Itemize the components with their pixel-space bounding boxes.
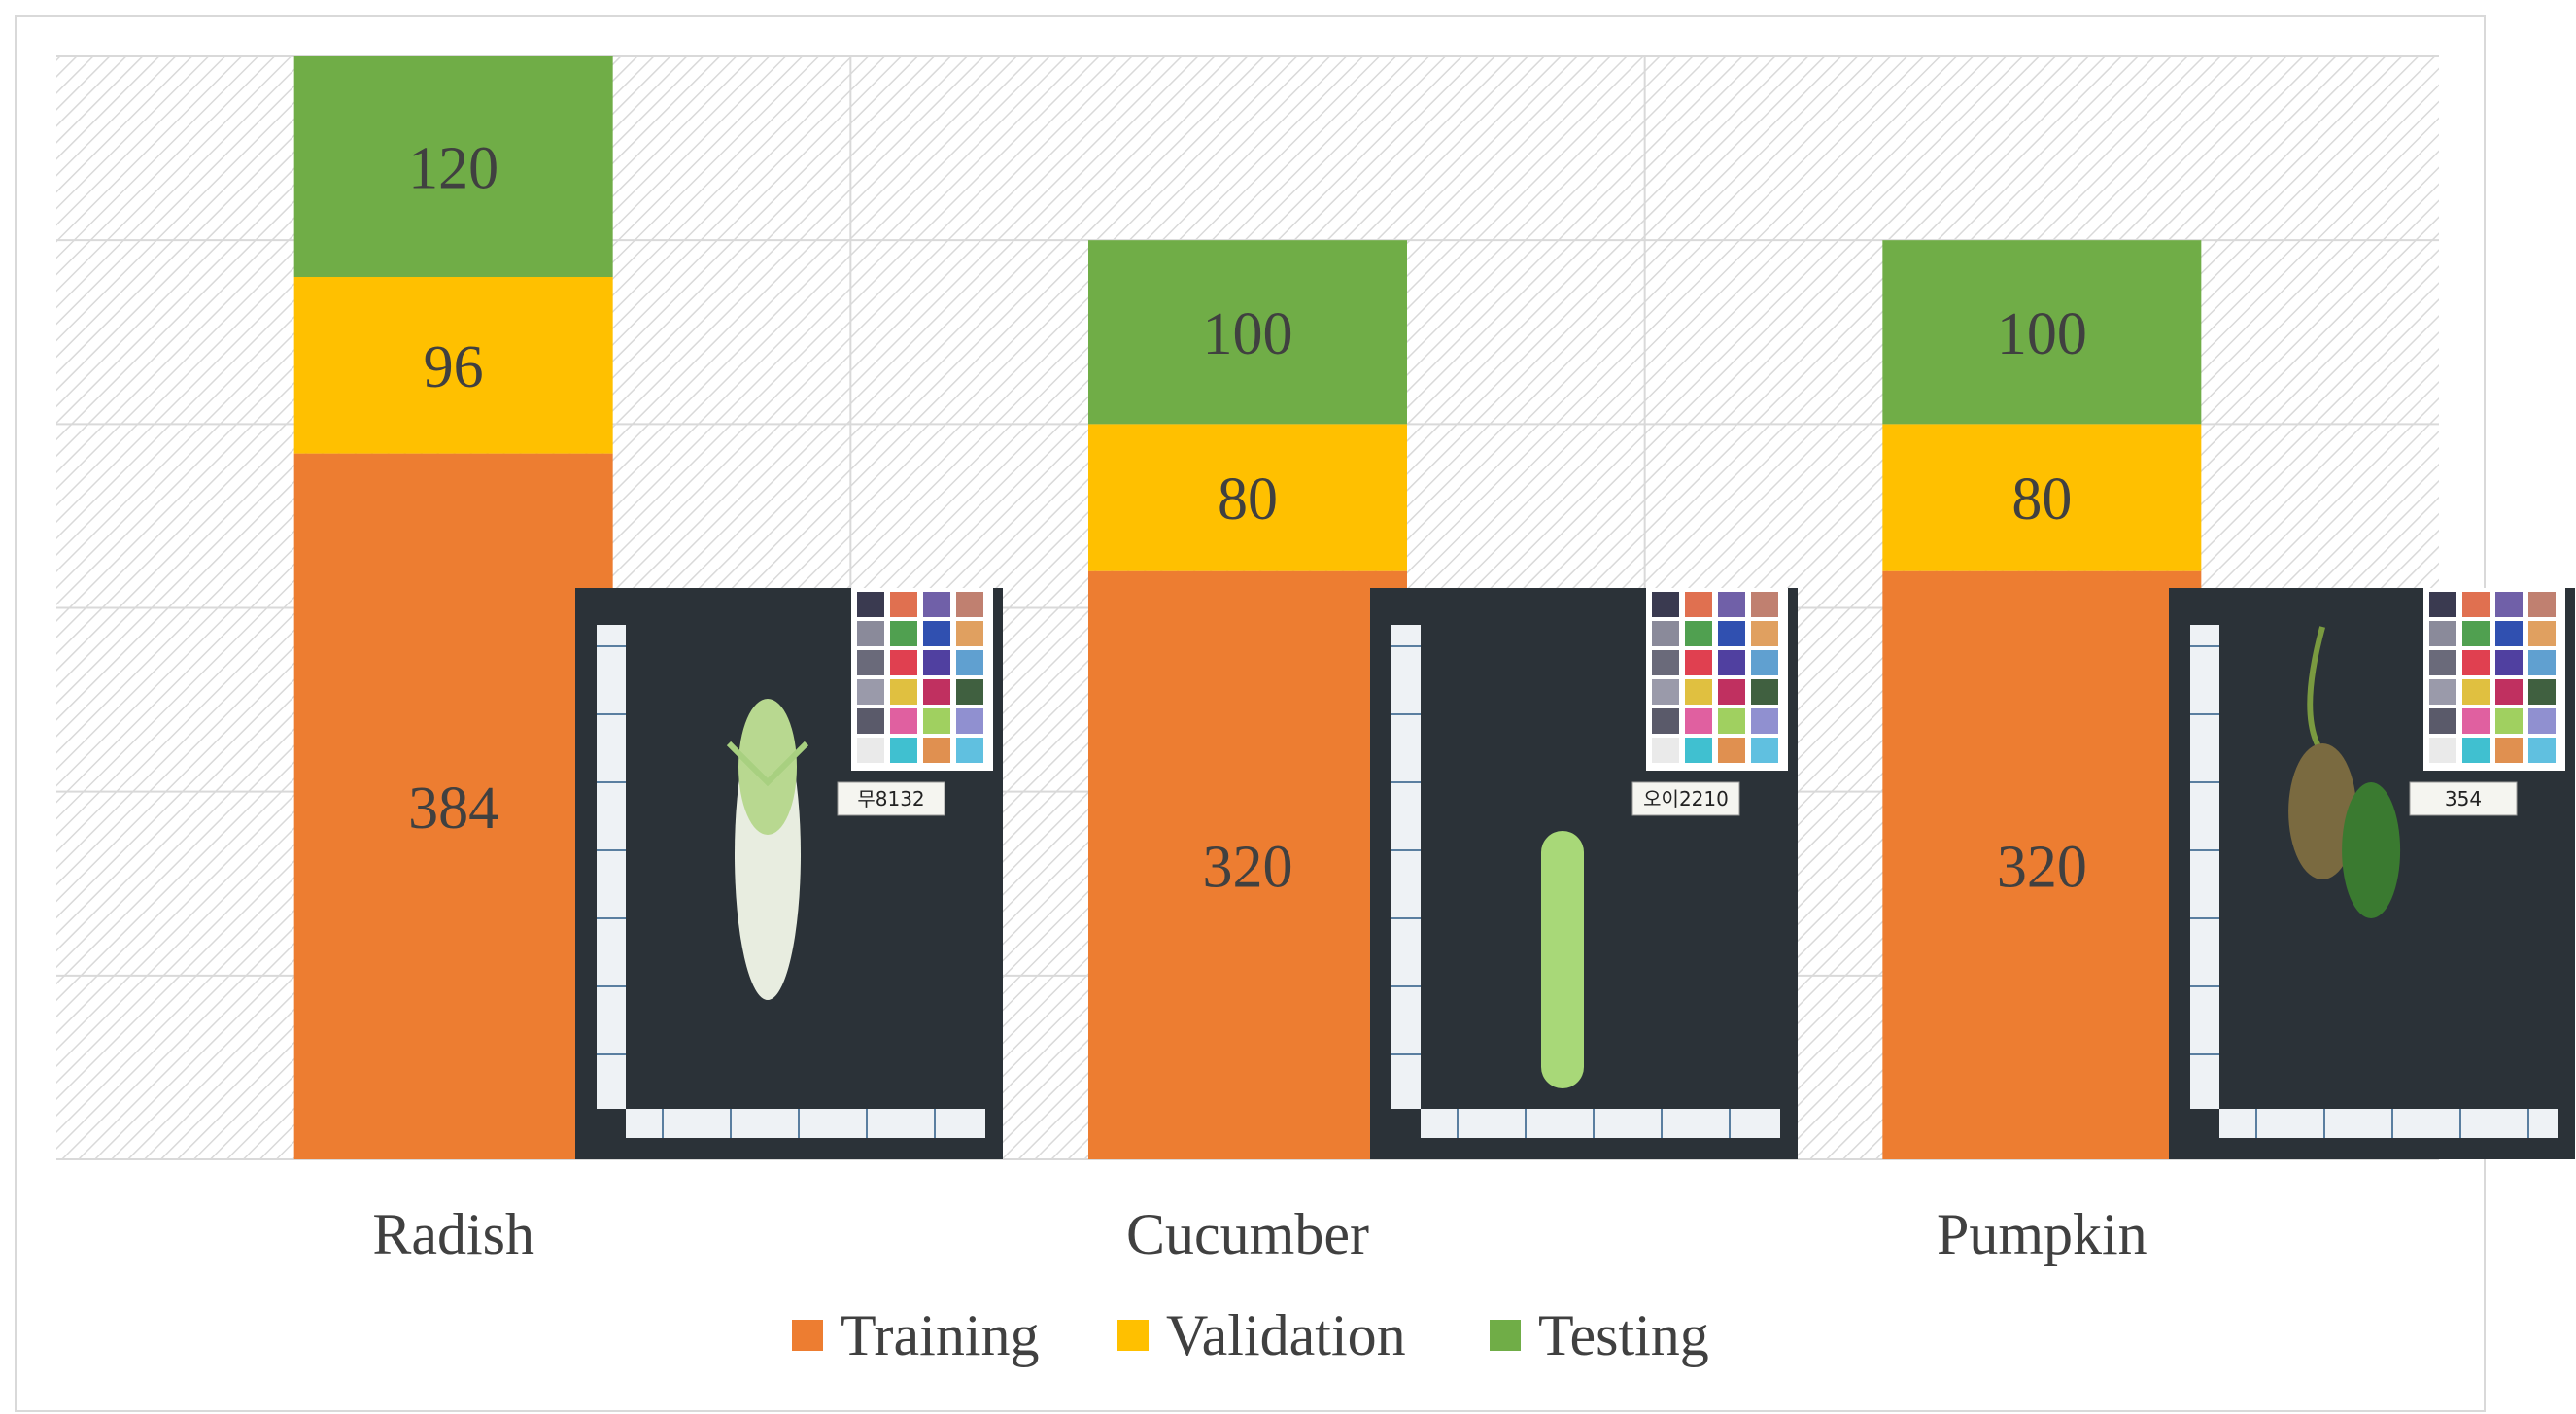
- radish-photo: 무8132: [575, 588, 1003, 1159]
- bar-segment-validation: [293, 277, 613, 454]
- bar-segment-testing: [293, 56, 613, 277]
- data-label: 100: [1203, 301, 1293, 367]
- legend-swatch-training: [792, 1320, 823, 1351]
- x-tick-label: Radish: [372, 1202, 534, 1266]
- legend-label-validation: Validation: [1166, 1303, 1406, 1367]
- data-label: 320: [1203, 834, 1293, 900]
- legend-label-testing: Testing: [1538, 1303, 1709, 1367]
- board-label: 무8132: [857, 787, 924, 810]
- bar-segment-validation: [1088, 424, 1407, 571]
- board-label: 오이2210: [1643, 787, 1729, 810]
- pumpkin-photo: 354: [2169, 588, 2575, 1159]
- data-label: 96: [424, 334, 484, 400]
- data-label: 120: [408, 136, 498, 202]
- data-label: 320: [1997, 834, 2087, 900]
- bar-segment-testing: [1088, 240, 1407, 425]
- legend-swatch-testing: [1490, 1320, 1521, 1351]
- board-label: 354: [2445, 787, 2482, 810]
- bar-segment-training: [1882, 570, 2202, 1159]
- data-label: 80: [2011, 466, 2072, 533]
- data-label: 100: [1997, 301, 2087, 367]
- legend-label-training: Training: [841, 1303, 1040, 1367]
- bar-segment-validation: [1882, 424, 2202, 571]
- legend-swatch-validation: [1117, 1320, 1149, 1351]
- bar-segment-training: [1088, 570, 1407, 1159]
- bar-segment-testing: [1882, 240, 2202, 425]
- bar-segment-training: [293, 453, 613, 1160]
- x-tick-label: Cucumber: [1126, 1202, 1369, 1266]
- cucumber-photo: 오이2210: [1370, 588, 1798, 1159]
- data-label: 384: [408, 776, 498, 842]
- data-label: 80: [1218, 466, 1278, 533]
- x-tick-label: Pumpkin: [1937, 1202, 2147, 1266]
